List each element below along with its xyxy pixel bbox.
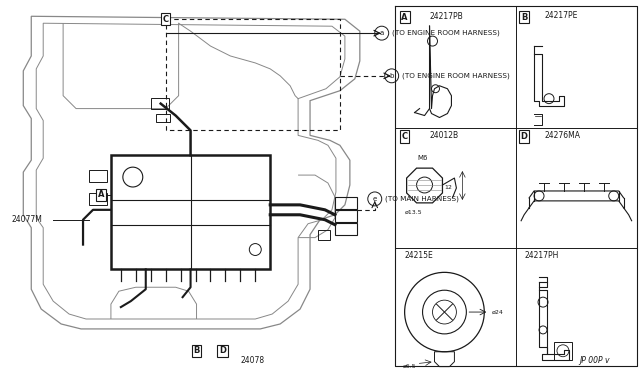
Text: M6: M6 [417, 155, 428, 161]
Text: A: A [401, 13, 408, 22]
Text: C: C [401, 132, 408, 141]
Text: ø6.5: ø6.5 [403, 364, 416, 369]
Text: 12: 12 [444, 186, 452, 190]
Text: e: e [372, 196, 377, 202]
Text: 24217PB: 24217PB [429, 12, 463, 21]
Text: B: B [521, 13, 527, 22]
Text: (TO MAIN HARNESS): (TO MAIN HARNESS) [385, 196, 459, 202]
Text: b: b [390, 73, 394, 79]
Text: C: C [163, 15, 169, 24]
Text: 24217PH: 24217PH [524, 251, 559, 260]
Text: (TO ENGINE ROOM HARNESS): (TO ENGINE ROOM HARNESS) [392, 30, 499, 36]
Text: a: a [380, 30, 384, 36]
Text: D: D [520, 132, 527, 141]
Text: 24276MA: 24276MA [544, 131, 580, 140]
Text: A: A [98, 190, 104, 199]
Text: 24078: 24078 [241, 356, 264, 365]
Text: (TO ENGINE ROOM HARNESS): (TO ENGINE ROOM HARNESS) [402, 73, 509, 79]
Text: 24215E: 24215E [404, 251, 433, 260]
Text: 24217PE: 24217PE [544, 11, 577, 20]
Text: B: B [193, 346, 200, 355]
Text: ø13.5: ø13.5 [404, 210, 422, 215]
Text: JP 00P v: JP 00P v [579, 356, 609, 365]
Text: 24077M: 24077M [12, 215, 42, 224]
Text: ø24: ø24 [492, 310, 503, 315]
Text: D: D [219, 346, 226, 355]
Text: 24012B: 24012B [429, 131, 459, 140]
